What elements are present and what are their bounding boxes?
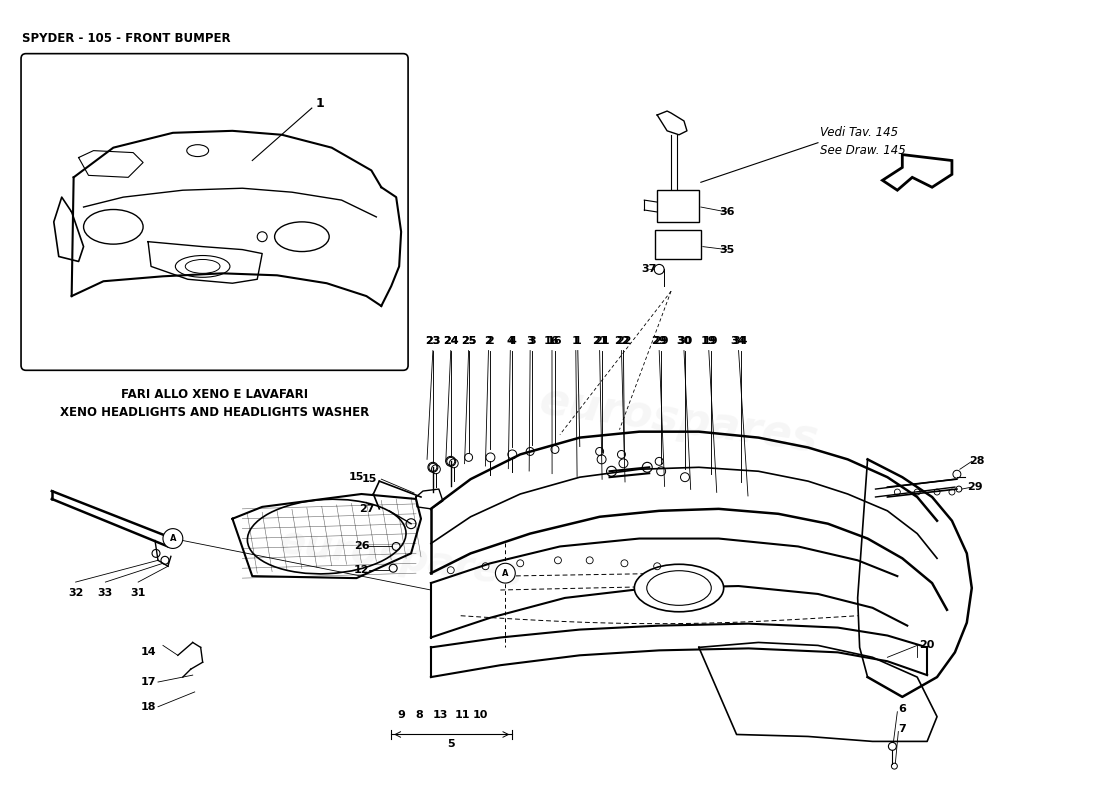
FancyBboxPatch shape [657, 190, 698, 222]
Text: 14: 14 [141, 647, 156, 658]
Text: 32: 32 [68, 588, 84, 598]
Text: 6: 6 [899, 704, 906, 714]
Text: eurospares: eurospares [111, 217, 235, 246]
Text: 9: 9 [397, 710, 405, 720]
Text: 17: 17 [141, 677, 156, 687]
Text: 34: 34 [730, 336, 746, 346]
Text: 24: 24 [443, 336, 459, 346]
Text: 35: 35 [719, 245, 735, 254]
Text: 22: 22 [616, 336, 631, 346]
Text: 4: 4 [506, 336, 514, 346]
Text: XENO HEADLIGHTS AND HEADLIGHTS WASHER: XENO HEADLIGHTS AND HEADLIGHTS WASHER [59, 406, 370, 419]
Text: 16: 16 [547, 336, 563, 346]
Text: 5: 5 [447, 739, 454, 750]
Text: 36: 36 [719, 207, 735, 217]
Text: 2: 2 [485, 336, 493, 346]
Text: 28: 28 [969, 456, 984, 466]
Text: 25: 25 [461, 336, 476, 346]
Text: 37: 37 [641, 264, 657, 274]
Text: Vedi Tav. 145: Vedi Tav. 145 [820, 126, 898, 139]
Text: 29: 29 [651, 336, 667, 346]
Text: 33: 33 [98, 588, 113, 598]
Text: 3: 3 [526, 336, 534, 346]
FancyBboxPatch shape [656, 230, 701, 259]
Circle shape [495, 563, 515, 583]
Text: 7: 7 [899, 723, 906, 734]
Text: 8: 8 [415, 710, 422, 720]
Text: A: A [502, 569, 508, 578]
Text: 29: 29 [967, 482, 982, 492]
Text: See Draw. 145: See Draw. 145 [820, 144, 905, 157]
Text: 21: 21 [594, 336, 609, 346]
Text: 24: 24 [443, 336, 459, 346]
Text: 31: 31 [131, 588, 146, 598]
Circle shape [163, 529, 183, 549]
Text: 11: 11 [455, 710, 471, 720]
Text: 16: 16 [544, 336, 560, 346]
Ellipse shape [635, 564, 724, 612]
Text: 18: 18 [141, 702, 156, 712]
Text: 25: 25 [461, 336, 476, 346]
Text: 30: 30 [676, 336, 692, 346]
Text: eurospares: eurospares [537, 379, 822, 461]
Text: 34: 34 [733, 336, 748, 346]
Text: 1: 1 [574, 336, 582, 346]
Text: A: A [169, 534, 176, 543]
Text: 19: 19 [701, 336, 716, 346]
Text: 12: 12 [354, 566, 370, 575]
Text: 15: 15 [349, 472, 364, 482]
Text: SPYDER - 105 - FRONT BUMPER: SPYDER - 105 - FRONT BUMPER [22, 32, 231, 45]
Text: 1: 1 [316, 97, 324, 110]
Text: 15: 15 [362, 474, 377, 484]
Text: 10: 10 [473, 710, 488, 720]
Text: 20: 20 [920, 641, 935, 650]
Text: 22: 22 [614, 336, 629, 346]
Text: 23: 23 [426, 336, 441, 346]
Text: 21: 21 [592, 336, 607, 346]
Polygon shape [882, 154, 952, 190]
Text: eurospares: eurospares [277, 522, 526, 594]
Text: 4: 4 [508, 336, 516, 346]
Text: 23: 23 [426, 336, 441, 346]
Text: 3: 3 [528, 336, 536, 346]
Text: 13: 13 [433, 710, 449, 720]
Text: 26: 26 [353, 542, 370, 551]
Text: 19: 19 [703, 336, 718, 346]
FancyBboxPatch shape [21, 54, 408, 370]
Text: 27: 27 [359, 504, 374, 514]
Text: 29: 29 [653, 336, 669, 346]
Text: FARI ALLO XENO E LAVAFARI: FARI ALLO XENO E LAVAFARI [121, 388, 308, 401]
Text: 2: 2 [486, 336, 494, 346]
Text: 1: 1 [572, 336, 580, 346]
Text: 30: 30 [678, 336, 693, 346]
